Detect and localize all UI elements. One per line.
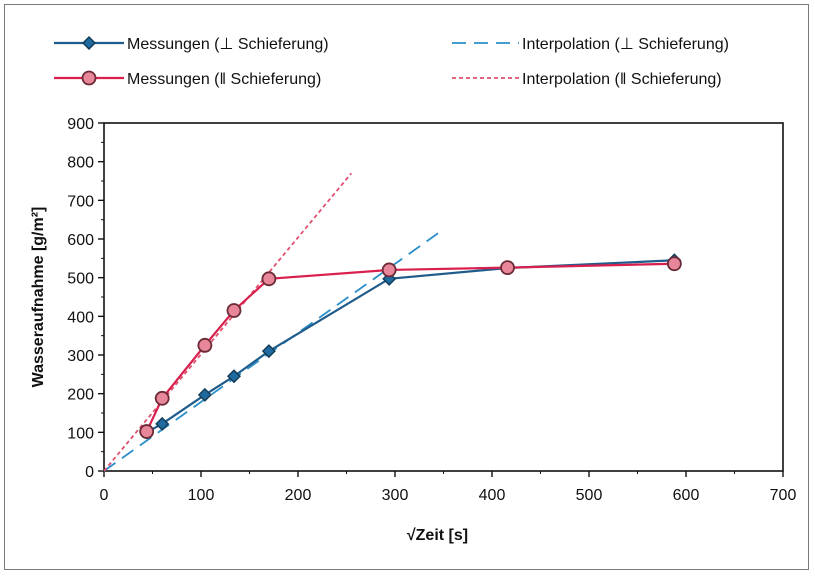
legend-marker bbox=[81, 70, 97, 86]
y-axis-title: Wasseraufnahme [g/m²] bbox=[30, 207, 47, 388]
legend-marker bbox=[82, 36, 96, 50]
plot-area-frame bbox=[103, 122, 784, 472]
data-point-circle bbox=[226, 303, 242, 318]
series-1 bbox=[139, 253, 682, 440]
series-line bbox=[103, 172, 353, 472]
data-point-diamond bbox=[226, 369, 241, 384]
y-tick-label: 0 bbox=[85, 464, 94, 481]
series-line bbox=[146, 259, 675, 434]
legend-label: Interpolation (‖ Schieferung) bbox=[522, 71, 722, 88]
x-tick-label: 400 bbox=[479, 487, 506, 504]
y-tick-label: 500 bbox=[67, 271, 94, 288]
data-point-circle bbox=[154, 390, 170, 406]
legend-item-1: Messungen (⊥ Schieferung) bbox=[54, 36, 329, 53]
y-tick-label: 800 bbox=[67, 155, 94, 172]
y-tick-label: 700 bbox=[67, 193, 94, 210]
data-point-diamond bbox=[155, 416, 170, 431]
series-line bbox=[145, 262, 675, 433]
series-4 bbox=[103, 172, 353, 472]
y-tick-label: 200 bbox=[67, 387, 94, 404]
data-point-circle bbox=[261, 271, 277, 287]
legend-item-4: Interpolation (‖ Schieferung) bbox=[452, 71, 722, 88]
x-tick-label: 0 bbox=[100, 487, 109, 504]
x-tick-label: 700 bbox=[770, 487, 797, 504]
x-tick-label: 200 bbox=[285, 487, 312, 504]
legend-label: Messungen (‖ Schieferung) bbox=[127, 71, 321, 88]
legend: Messungen (⊥ Schieferung) Interpolation (… bbox=[54, 36, 729, 88]
data-point-diamond bbox=[261, 344, 276, 359]
chart-frame bbox=[4, 4, 809, 570]
y-tick-label: 600 bbox=[67, 232, 94, 249]
y-tick-label: 900 bbox=[67, 116, 94, 133]
data-point-circle bbox=[139, 424, 155, 439]
y-tick-label: 100 bbox=[67, 425, 94, 442]
data-point-circle bbox=[197, 337, 213, 353]
data-point-diamond bbox=[197, 387, 212, 402]
x-tick-label: 300 bbox=[382, 487, 409, 504]
series-2 bbox=[139, 256, 682, 439]
legend-label: Interpolation (⊥ Schieferung) bbox=[522, 36, 729, 53]
data-point-circle bbox=[500, 260, 515, 276]
legend-item-3: Interpolation (⊥ Schieferung) bbox=[452, 36, 729, 53]
data-point-circle bbox=[381, 262, 397, 278]
legend-label: Messungen (⊥ Schieferung) bbox=[127, 36, 329, 53]
x-axis-title: √Zeit [s] bbox=[407, 527, 468, 544]
y-tick-label: 300 bbox=[67, 348, 94, 365]
data-point-circle bbox=[666, 256, 682, 272]
x-tick-label: 100 bbox=[188, 487, 215, 504]
series-layer bbox=[103, 172, 682, 472]
x-tick-label: 600 bbox=[673, 487, 700, 504]
axes: 0 100 200 300 400 500 600 700 800 900 0 100 200 300 40… bbox=[67, 116, 796, 504]
legend-item-2: Messungen (‖ Schieferung) bbox=[54, 70, 321, 88]
y-tick-label: 400 bbox=[67, 309, 94, 326]
x-tick-label: 500 bbox=[576, 487, 603, 504]
